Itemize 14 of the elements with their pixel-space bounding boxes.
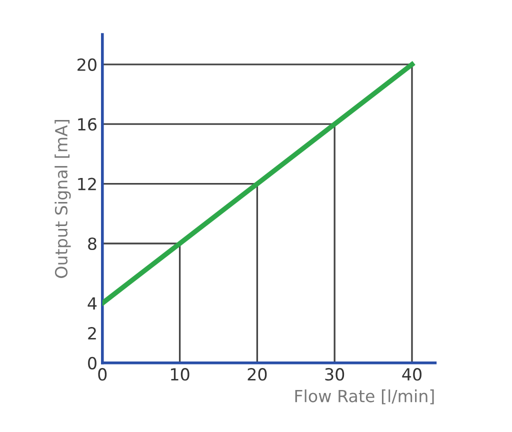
y-tick-label: 4 <box>88 297 97 310</box>
y-axis-title: Output Signal [mA] <box>54 120 71 278</box>
y-tick-label: 20 <box>78 58 96 71</box>
x-axis-title: Flow Rate [l/min] <box>295 389 434 404</box>
x-tick-label: 10 <box>171 368 190 381</box>
x-tick-label: 20 <box>248 368 267 381</box>
x-tick-label: 30 <box>325 368 344 381</box>
x-tick-label: 0 <box>98 368 107 381</box>
y-tick-label: 2 <box>88 326 96 340</box>
y-tick-label: 16 <box>78 118 96 131</box>
x-tick-label: 40 <box>402 368 422 381</box>
y-tick-label: 12 <box>78 178 96 190</box>
y-tick-label: 8 <box>88 237 96 250</box>
y-tick-label: 0 <box>88 356 96 370</box>
